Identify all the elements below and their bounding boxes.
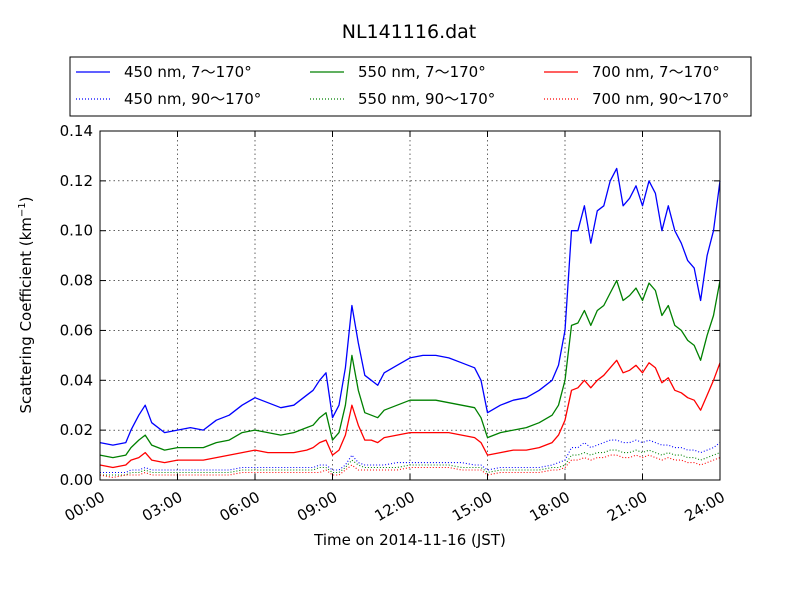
series-line [99,359,721,469]
y-axis-label-close: ) [17,196,35,202]
series-line [99,454,721,479]
legend-label: 450 nm, 90～170° [124,90,261,108]
chart-title: NL141116.dat [342,21,477,43]
y-tick-label: 0.02 [60,421,93,439]
y-tick-label: 0.14 [60,122,93,140]
y-tick-label: 0.06 [60,321,93,339]
series-line [99,167,721,446]
series-layer [99,167,721,479]
y-axis-label-main: Scattering Coefficient (km [17,217,35,413]
legend-frame [69,56,752,117]
x-tick-label: 18:00 [527,488,573,525]
x-tick-label: 09:00 [294,488,340,525]
y-tick-label: 0.12 [60,172,93,190]
y-axis-label-unit-sup: −1 [17,202,28,217]
y-tick-label: 0.00 [60,471,93,489]
x-tick-label: 03:00 [139,488,185,525]
plot-area: 00:00 03:00 06:00 09:00 12:00 15:00 18:00 21:00… [60,122,728,525]
legend-label: 700 nm, 7～170° [592,63,720,81]
series-line [100,439,721,474]
x-tick-label: 12:00 [372,488,418,525]
legend-label: 450 nm, 7～170° [124,63,252,81]
x-tick-label: 21:00 [604,488,650,525]
series-line [100,449,721,476]
plot-background [100,131,720,480]
x-tick-label: 06:00 [217,488,263,525]
y-axis-label: Scattering Coefficient (km−1) [17,196,35,413]
y-tick-label: 0.10 [60,222,93,240]
y-tick-label: 0.08 [60,272,93,290]
x-tick-label: 24:00 [682,488,728,525]
x-tick-label: 00:00 [62,488,108,525]
series-line [99,279,721,459]
legend-label: 550 nm, 90～170° [358,90,495,108]
y-tick-label: 0.04 [60,371,93,389]
legend-label: 550 nm, 7～170° [358,63,486,81]
x-tick-label: 15:00 [449,488,495,525]
x-axis-label: Time on 2014-11-16 (JST) [313,531,506,549]
legend: 450 nm, 7～170° 450 nm, 90～170° 550 nm, 7～1… [69,56,752,117]
legend-label: 700 nm, 90～170° [592,90,729,108]
